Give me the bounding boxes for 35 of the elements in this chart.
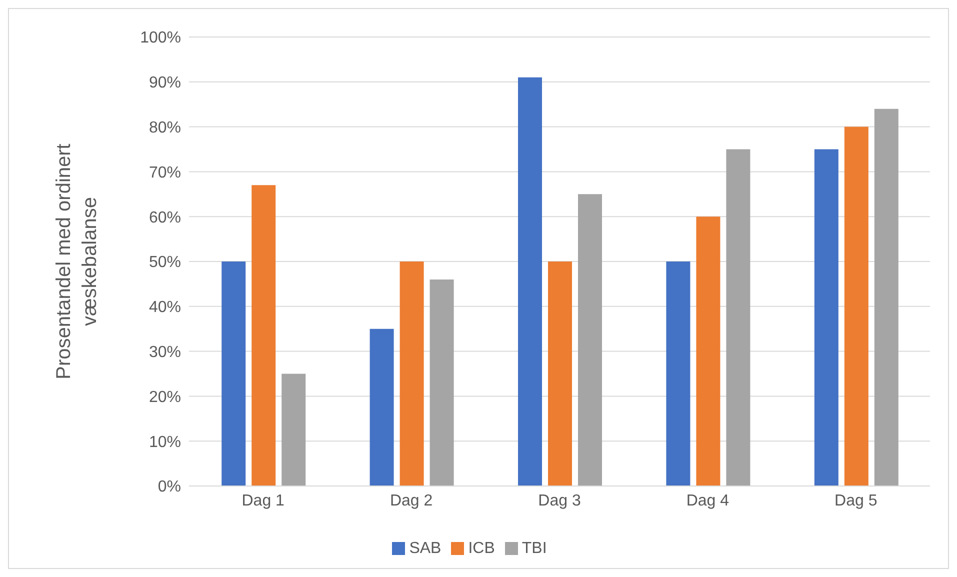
bar (844, 126, 868, 486)
bar (400, 262, 424, 486)
bar (518, 77, 542, 486)
bar (548, 262, 572, 486)
bar (666, 262, 690, 486)
bar (252, 185, 276, 486)
y-tick-label: 70% (148, 164, 181, 182)
bar (282, 374, 306, 486)
bar (696, 216, 720, 486)
y-tick-label: 50% (148, 254, 181, 272)
y-tick-label: 80% (148, 119, 181, 136)
y-tick-label: 40% (148, 299, 181, 316)
x-tick-label: Dag 2 (390, 492, 433, 510)
x-tick-label: Dag 1 (242, 492, 285, 510)
bar (874, 108, 898, 486)
x-tick-label: Dag 5 (834, 492, 878, 510)
bar (222, 262, 246, 486)
bar (430, 279, 454, 486)
y-axis-title: Prosentandel med ordinert væskebalanse (53, 143, 101, 380)
y-tick-label: 20% (148, 388, 181, 406)
bar (578, 194, 602, 486)
x-tick-label: Dag 4 (686, 492, 730, 510)
y-tick-label: 10% (148, 434, 181, 451)
x-tick-label: Dag 3 (538, 492, 581, 510)
y-tick-label: 100% (140, 30, 181, 47)
y-tick-label: 30% (148, 344, 181, 361)
y-tick-label: 60% (148, 209, 181, 226)
y-tick-label: 0% (158, 478, 181, 496)
legend-label: ICB (468, 540, 495, 557)
legend-label: SAB (409, 540, 442, 557)
bar (370, 328, 394, 486)
legend-label: TBI (522, 540, 547, 557)
bar (814, 149, 838, 486)
y-tick-label: 90% (148, 74, 181, 92)
bar (726, 149, 750, 486)
